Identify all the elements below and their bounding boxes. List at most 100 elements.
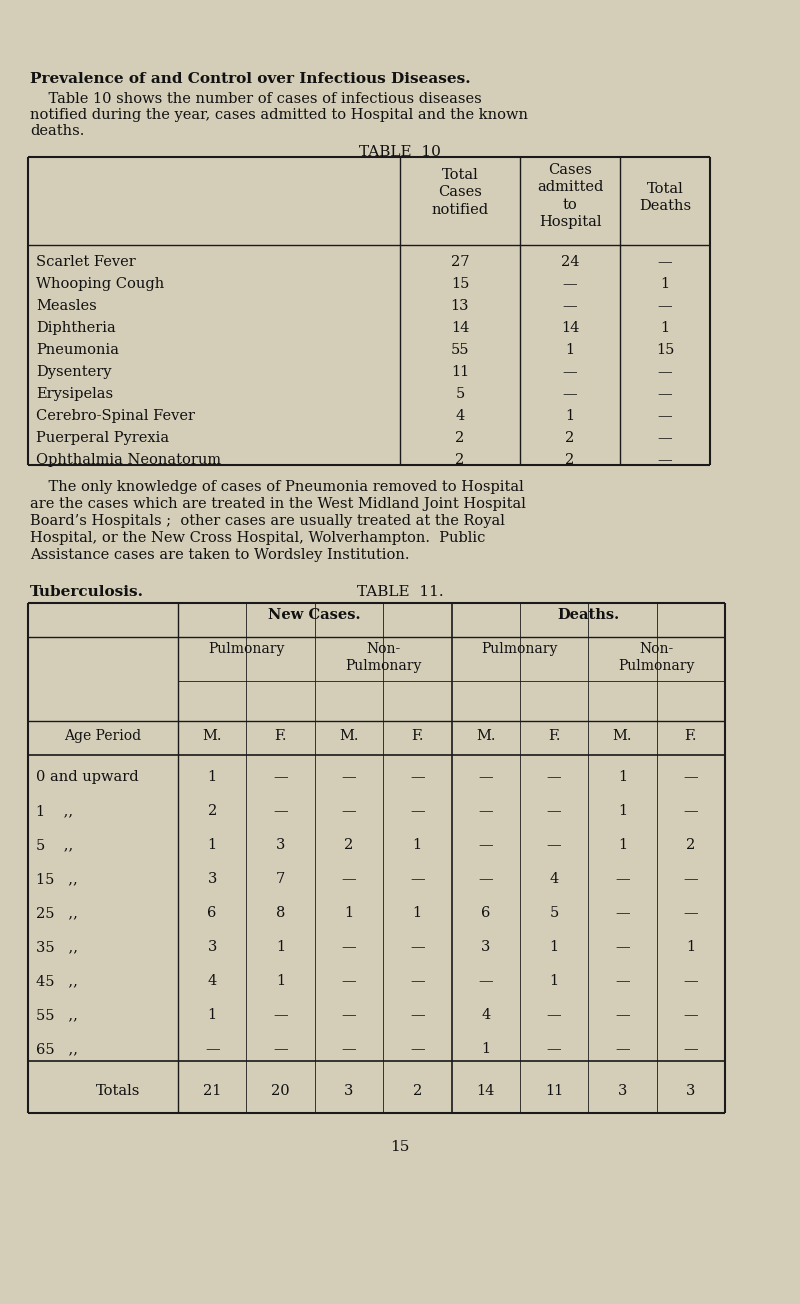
Text: —: — — [205, 1042, 219, 1056]
Text: —: — — [410, 1008, 425, 1022]
Text: 20: 20 — [271, 1085, 290, 1098]
Text: —: — — [658, 452, 672, 467]
Text: —: — — [658, 387, 672, 400]
Text: —: — — [410, 805, 425, 819]
Text: 3: 3 — [207, 872, 217, 887]
Text: Assistance cases are taken to Wordsley Institution.: Assistance cases are taken to Wordsley I… — [30, 548, 410, 562]
Text: 2: 2 — [686, 838, 695, 853]
Text: Whooping Cough: Whooping Cough — [36, 276, 164, 291]
Text: —: — — [615, 1042, 630, 1056]
Text: 11: 11 — [451, 365, 469, 379]
Text: —: — — [342, 872, 356, 887]
Text: 8: 8 — [276, 906, 286, 921]
Text: TABLE  11.: TABLE 11. — [357, 585, 443, 599]
Text: Cases
admitted
to
Hospital: Cases admitted to Hospital — [537, 163, 603, 230]
Text: —: — — [410, 872, 425, 887]
Text: Non-
Pulmonary: Non- Pulmonary — [345, 642, 422, 673]
Text: —: — — [683, 1008, 698, 1022]
Text: Pulmonary: Pulmonary — [482, 642, 558, 656]
Text: 3: 3 — [344, 1085, 354, 1098]
Text: 1: 1 — [566, 343, 574, 357]
Text: 5: 5 — [550, 906, 558, 921]
Text: 1: 1 — [481, 1042, 490, 1056]
Text: F.: F. — [274, 729, 287, 743]
Text: 4: 4 — [550, 872, 558, 887]
Text: 65   ,,: 65 ,, — [36, 1042, 78, 1056]
Text: 4: 4 — [455, 409, 465, 422]
Text: —: — — [658, 299, 672, 313]
Text: —: — — [342, 805, 356, 819]
Text: Tuberculosis.: Tuberculosis. — [30, 585, 144, 599]
Text: 7: 7 — [276, 872, 285, 887]
Text: —: — — [274, 771, 288, 784]
Text: 1: 1 — [413, 838, 422, 853]
Text: —: — — [546, 1008, 562, 1022]
Text: Prevalence of and Control over Infectious Diseases.: Prevalence of and Control over Infectiou… — [30, 72, 470, 86]
Text: 2: 2 — [413, 1085, 422, 1098]
Text: —: — — [615, 872, 630, 887]
Text: The only knowledge of cases of Pneumonia removed to Hospital: The only knowledge of cases of Pneumonia… — [30, 480, 524, 494]
Text: —: — — [683, 1042, 698, 1056]
Text: —: — — [410, 1042, 425, 1056]
Text: —: — — [683, 872, 698, 887]
Text: 2: 2 — [566, 430, 574, 445]
Text: —: — — [478, 974, 493, 988]
Text: Non-
Pulmonary: Non- Pulmonary — [618, 642, 695, 673]
Text: —: — — [615, 940, 630, 955]
Text: 55   ,,: 55 ,, — [36, 1008, 78, 1022]
Text: —: — — [615, 974, 630, 988]
Text: Diphtheria: Diphtheria — [36, 321, 116, 335]
Text: —: — — [546, 771, 562, 784]
Text: 3: 3 — [686, 1085, 695, 1098]
Text: —: — — [410, 940, 425, 955]
Text: 1: 1 — [550, 974, 558, 988]
Text: New Cases.: New Cases. — [269, 608, 361, 622]
Text: 24: 24 — [561, 254, 579, 269]
Text: Pulmonary: Pulmonary — [208, 642, 285, 656]
Text: —: — — [562, 365, 578, 379]
Text: F.: F. — [685, 729, 697, 743]
Text: —: — — [658, 430, 672, 445]
Text: Dysentery: Dysentery — [36, 365, 111, 379]
Text: 3: 3 — [481, 940, 490, 955]
Text: M.: M. — [339, 729, 358, 743]
Text: —: — — [683, 771, 698, 784]
Text: Deaths.: Deaths. — [557, 608, 619, 622]
Text: —: — — [658, 365, 672, 379]
Text: —: — — [658, 409, 672, 422]
Text: Erysipelas: Erysipelas — [36, 387, 113, 400]
Text: —: — — [274, 805, 288, 819]
Text: —: — — [410, 974, 425, 988]
Text: Board’s Hospitals ;  other cases are usually treated at the Royal: Board’s Hospitals ; other cases are usua… — [30, 514, 505, 528]
Text: —: — — [342, 940, 356, 955]
Text: 1: 1 — [618, 838, 627, 853]
Text: 2: 2 — [455, 452, 465, 467]
Text: Age Period: Age Period — [65, 729, 142, 743]
Text: 2: 2 — [455, 430, 465, 445]
Text: 45   ,,: 45 ,, — [36, 974, 78, 988]
Text: Puerperal Pyrexia: Puerperal Pyrexia — [36, 430, 169, 445]
Text: 14: 14 — [561, 321, 579, 335]
Text: 25   ,,: 25 ,, — [36, 906, 78, 921]
Text: M.: M. — [476, 729, 495, 743]
Text: TABLE  10: TABLE 10 — [359, 145, 441, 159]
Text: —: — — [478, 838, 493, 853]
Text: F.: F. — [548, 729, 560, 743]
Text: —: — — [342, 974, 356, 988]
Text: —: — — [410, 771, 425, 784]
Text: 2: 2 — [207, 805, 217, 819]
Text: —: — — [562, 276, 578, 291]
Text: 5: 5 — [455, 387, 465, 400]
Text: 1: 1 — [566, 409, 574, 422]
Text: 1: 1 — [208, 838, 217, 853]
Text: —: — — [546, 838, 562, 853]
Text: M.: M. — [202, 729, 222, 743]
Text: F.: F. — [411, 729, 423, 743]
Text: Measles: Measles — [36, 299, 97, 313]
Text: —: — — [546, 805, 562, 819]
Text: 27: 27 — [450, 254, 470, 269]
Text: 1: 1 — [413, 906, 422, 921]
Text: —: — — [562, 387, 578, 400]
Text: 15: 15 — [656, 343, 674, 357]
Text: 15: 15 — [451, 276, 469, 291]
